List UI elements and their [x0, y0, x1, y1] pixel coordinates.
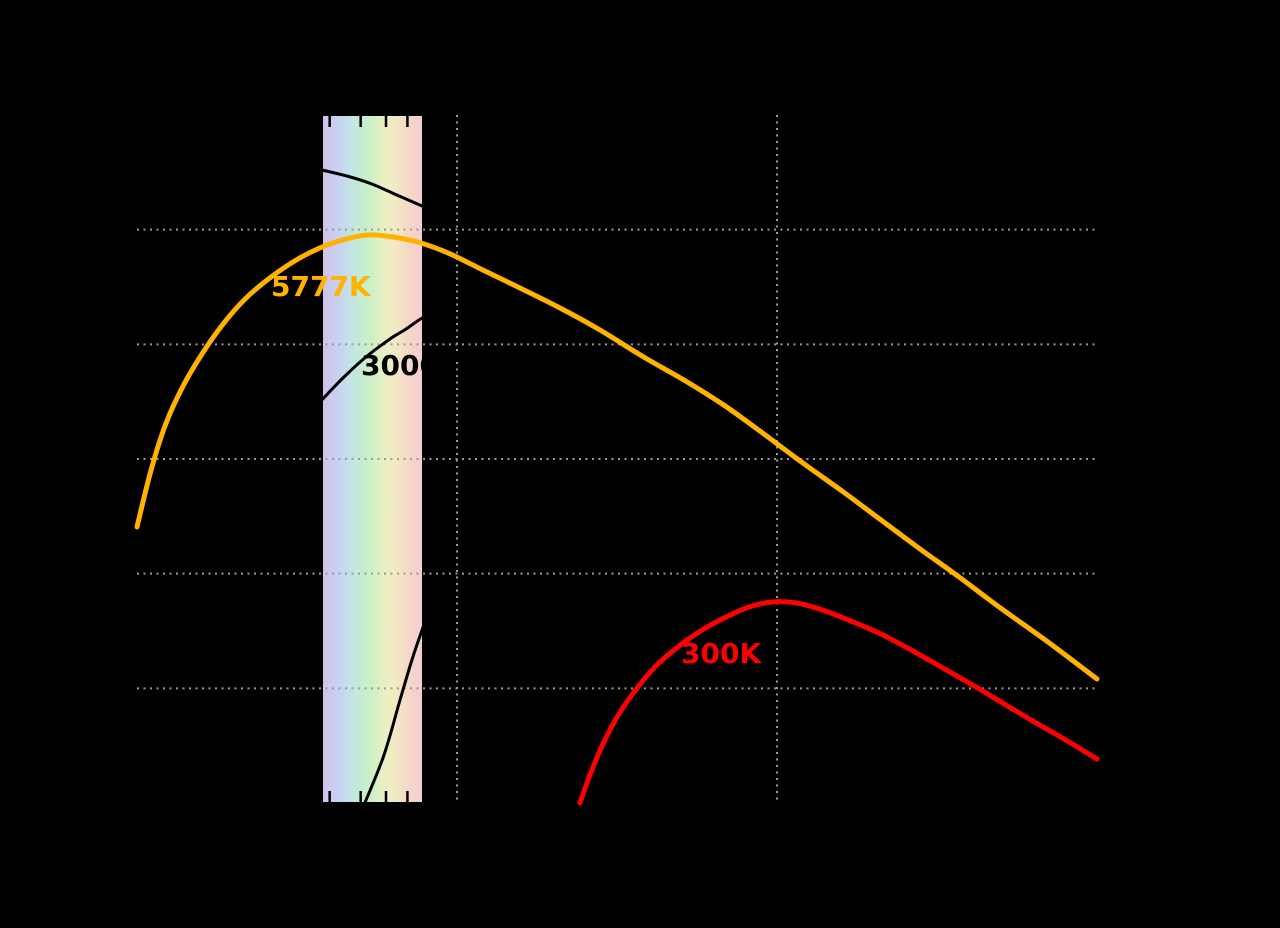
curve-cool-unlabeled — [363, 603, 433, 805]
curve-label-3000k: 3000K — [361, 349, 461, 382]
curve-hot-unlabeled — [308, 165, 437, 214]
curve-label-5777k: 5777K — [271, 270, 371, 303]
curve-5777k — [134, 232, 1100, 682]
curve-300k — [577, 599, 1100, 806]
curve-3000k — [303, 307, 442, 422]
curve-label-300k: 300K — [681, 637, 762, 670]
